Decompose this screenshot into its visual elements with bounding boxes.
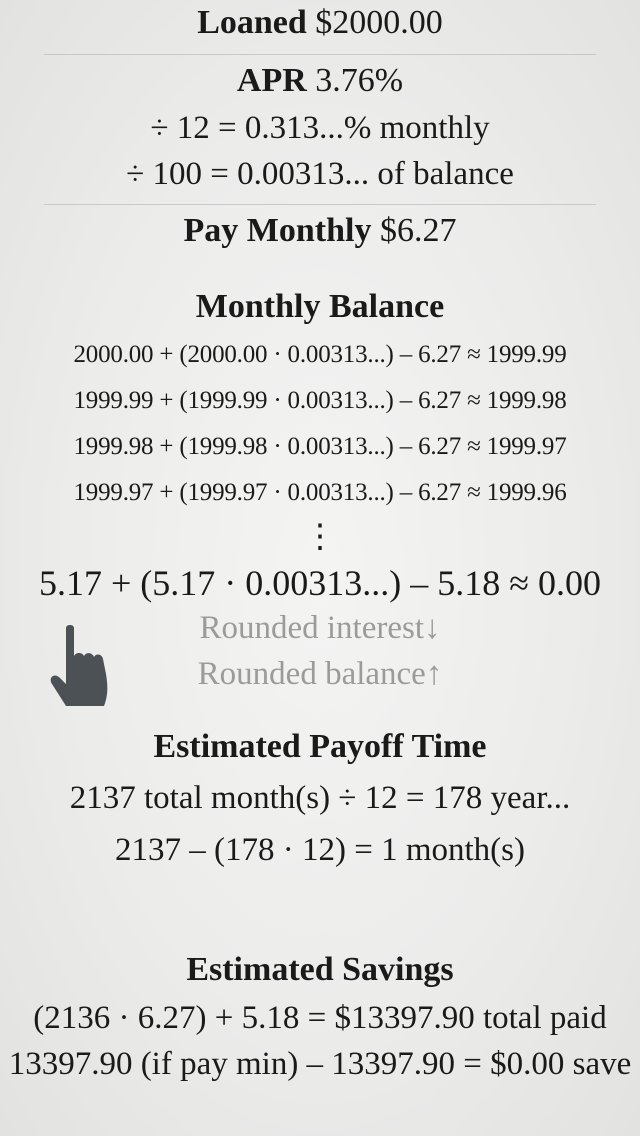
apr-value: 3.76% — [315, 62, 404, 99]
hand-pointer-icon — [50, 625, 108, 706]
divider — [44, 54, 596, 55]
savings-line-1: (2136 · 6.27) + 5.18 = $13397.90 total p… — [33, 1000, 607, 1036]
savings-title: Estimated Savings — [186, 951, 454, 988]
savings-line-2: 13397.90 (if pay min) – 13397.90 = $0.00… — [8, 1046, 632, 1082]
balance-row: 1999.97 + (1999.97 · 0.00313...) – 6.27 … — [73, 479, 567, 506]
rounded-interest-label: Rounded interest — [199, 610, 425, 646]
vertical-ellipsis: ⋮ — [303, 519, 337, 555]
apr-balance-line: ÷ 100 = 0.00313... of balance — [126, 156, 514, 192]
rounded-balance-toggle[interactable]: Rounded balance↑ — [0, 656, 640, 693]
pay-monthly-value: $6.27 — [379, 212, 457, 249]
apr-line[interactable]: APR 3.76% — [0, 62, 640, 100]
loaned-label: Loaned — [197, 4, 307, 41]
payoff-line-2: 2137 – (178 · 12) = 1 month(s) — [115, 832, 525, 868]
divider — [44, 204, 596, 205]
arrow-up-icon: ↑ — [425, 656, 443, 692]
payoff-title: Estimated Payoff Time — [153, 728, 487, 765]
apr-monthly-line: ÷ 12 = 0.313...% monthly — [150, 110, 490, 146]
balance-row: 1999.98 + (1999.98 · 0.00313...) – 6.27 … — [73, 433, 567, 460]
balance-row: 1999.99 + (1999.99 · 0.00313...) – 6.27 … — [73, 387, 567, 414]
balance-row: 2000.00 + (2000.00 · 0.00313...) – 6.27 … — [73, 341, 567, 368]
pay-monthly-line[interactable]: Pay Monthly $6.27 — [0, 212, 640, 250]
payoff-line-1: 2137 total month(s) ÷ 12 = 178 year... — [69, 780, 571, 816]
rounded-interest-toggle[interactable]: Rounded interest↓ — [0, 610, 640, 647]
pay-monthly-label: Pay Monthly — [183, 212, 372, 249]
apr-label: APR — [236, 62, 307, 99]
final-balance-row: 5.17 + (5.17 · 0.00313...) – 5.18 ≈ 0.00 — [38, 563, 602, 603]
loaned-value: $2000.00 — [315, 4, 443, 41]
rounded-balance-label: Rounded balance — [197, 656, 426, 692]
arrow-down-icon: ↓ — [424, 610, 441, 646]
loaned-line[interactable]: Loaned $2000.00 — [0, 4, 640, 42]
monthly-balance-title: Monthly Balance — [195, 288, 445, 325]
